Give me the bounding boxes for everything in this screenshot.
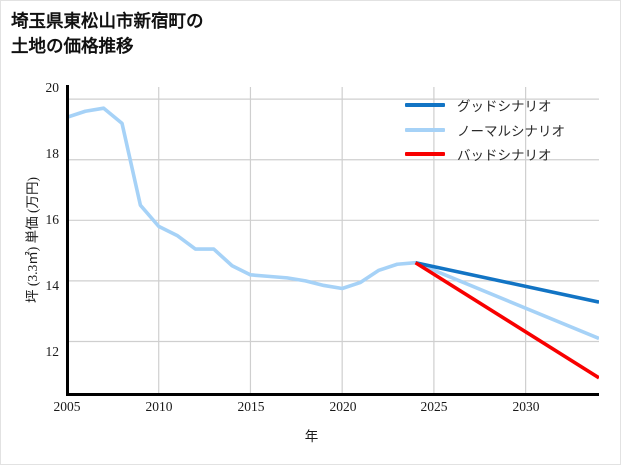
x-axis-label: 年 <box>304 429 319 444</box>
y-tick-label: 20 <box>45 80 60 95</box>
legend-label-good: グッドシナリオ <box>457 99 552 115</box>
x-axis-line <box>66 393 599 396</box>
y-tick-label: 14 <box>45 278 60 293</box>
series-lines <box>67 106 599 380</box>
y-tick-label: 16 <box>45 212 60 227</box>
legend-color-swatch-normal <box>405 127 445 132</box>
legend-item-good[interactable]: グッドシナリオ <box>405 93 605 118</box>
legend-color-swatch-bad <box>405 152 445 157</box>
x-tick-label: 2025 <box>420 399 448 414</box>
legend-label-bad: バッドシナリオ <box>457 148 552 164</box>
legend-item-bad[interactable]: バッドシナリオ <box>405 142 605 167</box>
legend-color-swatch-good <box>405 103 445 108</box>
x-tick-label: 2020 <box>329 399 357 414</box>
chart-legend: グッドシナリオ ノーマルシナリオ バッドシナリオ <box>405 93 605 167</box>
x-tick-label: 2010 <box>145 399 173 414</box>
page-title: 埼玉県東松山市新宿町の 土地の価格推移 <box>11 11 204 56</box>
x-tick-label: 2005 <box>53 399 81 414</box>
legend-item-normal[interactable]: ノーマルシナリオ <box>405 118 605 143</box>
x-tick-label: 2030 <box>512 399 540 414</box>
legend-label-normal: ノーマルシナリオ <box>457 123 565 139</box>
y-tick-label: 12 <box>45 344 60 359</box>
x-tick-label: 2015 <box>237 399 265 414</box>
y-tick-label: 18 <box>45 146 60 161</box>
series-line-good <box>415 260 599 304</box>
chart-svg <box>67 87 599 393</box>
series-line-normal <box>67 106 599 341</box>
series-line-bad <box>414 261 599 380</box>
y-axis-line <box>66 85 69 395</box>
plot-area <box>67 87 599 393</box>
